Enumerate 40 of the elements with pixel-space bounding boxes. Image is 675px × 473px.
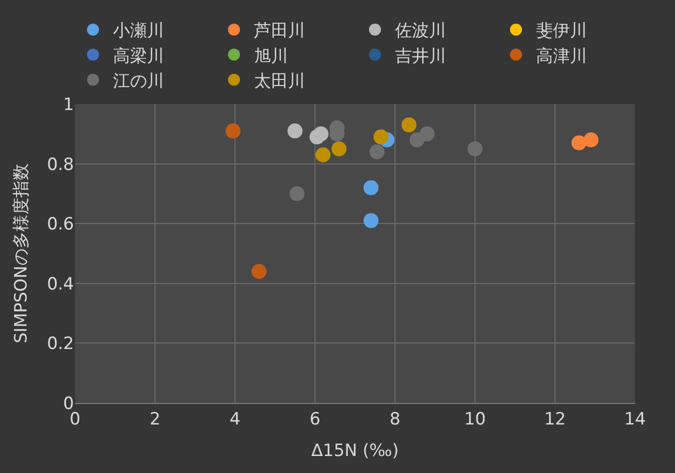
x-tick-label: 4 [230, 409, 240, 430]
y-axis-title: SIMPSONの多様度指数 [12, 164, 32, 344]
legend-label: 太田川 [254, 71, 305, 92]
point [252, 264, 266, 279]
x-axis-title: Δ15N (‰) [311, 440, 399, 461]
point [374, 129, 388, 144]
point [364, 213, 378, 228]
y-tick-label: 0.6 [46, 214, 74, 235]
x-tick-label: 10 [464, 409, 486, 430]
point [584, 132, 598, 148]
y-tick-label: 0.8 [46, 154, 74, 175]
x-tick-label: 8 [390, 409, 400, 430]
point [572, 135, 586, 150]
point [420, 126, 434, 142]
point [468, 141, 482, 156]
x-tick-label: 14 [624, 409, 646, 430]
point [314, 126, 328, 142]
point [402, 117, 416, 132]
legend-label: 高津川 [536, 46, 587, 66]
point [364, 180, 378, 196]
legend-label: 旭川 [254, 46, 288, 66]
legend-label: 江の川 [113, 71, 164, 92]
legend-label: 高梁川 [113, 46, 164, 66]
x-tick-label: 6 [310, 409, 320, 430]
legend-label: 芦田川 [254, 21, 305, 42]
legend-label: 小瀬川 [113, 21, 164, 42]
point [316, 147, 330, 162]
point [226, 123, 240, 138]
point [288, 123, 302, 138]
y-tick-label: 0.4 [46, 274, 74, 294]
legend-label: 斐伊川 [536, 21, 587, 42]
x-tick-label: 2 [150, 409, 160, 430]
y-tick-label: 0.2 [46, 334, 74, 354]
point [332, 141, 346, 156]
legend-label: 佐波川 [395, 21, 446, 42]
point [290, 186, 304, 202]
legend-label: 吉井川 [395, 46, 446, 66]
y-tick-label: 1 [63, 94, 74, 115]
x-tick-label: 12 [544, 409, 566, 430]
point [370, 144, 384, 160]
